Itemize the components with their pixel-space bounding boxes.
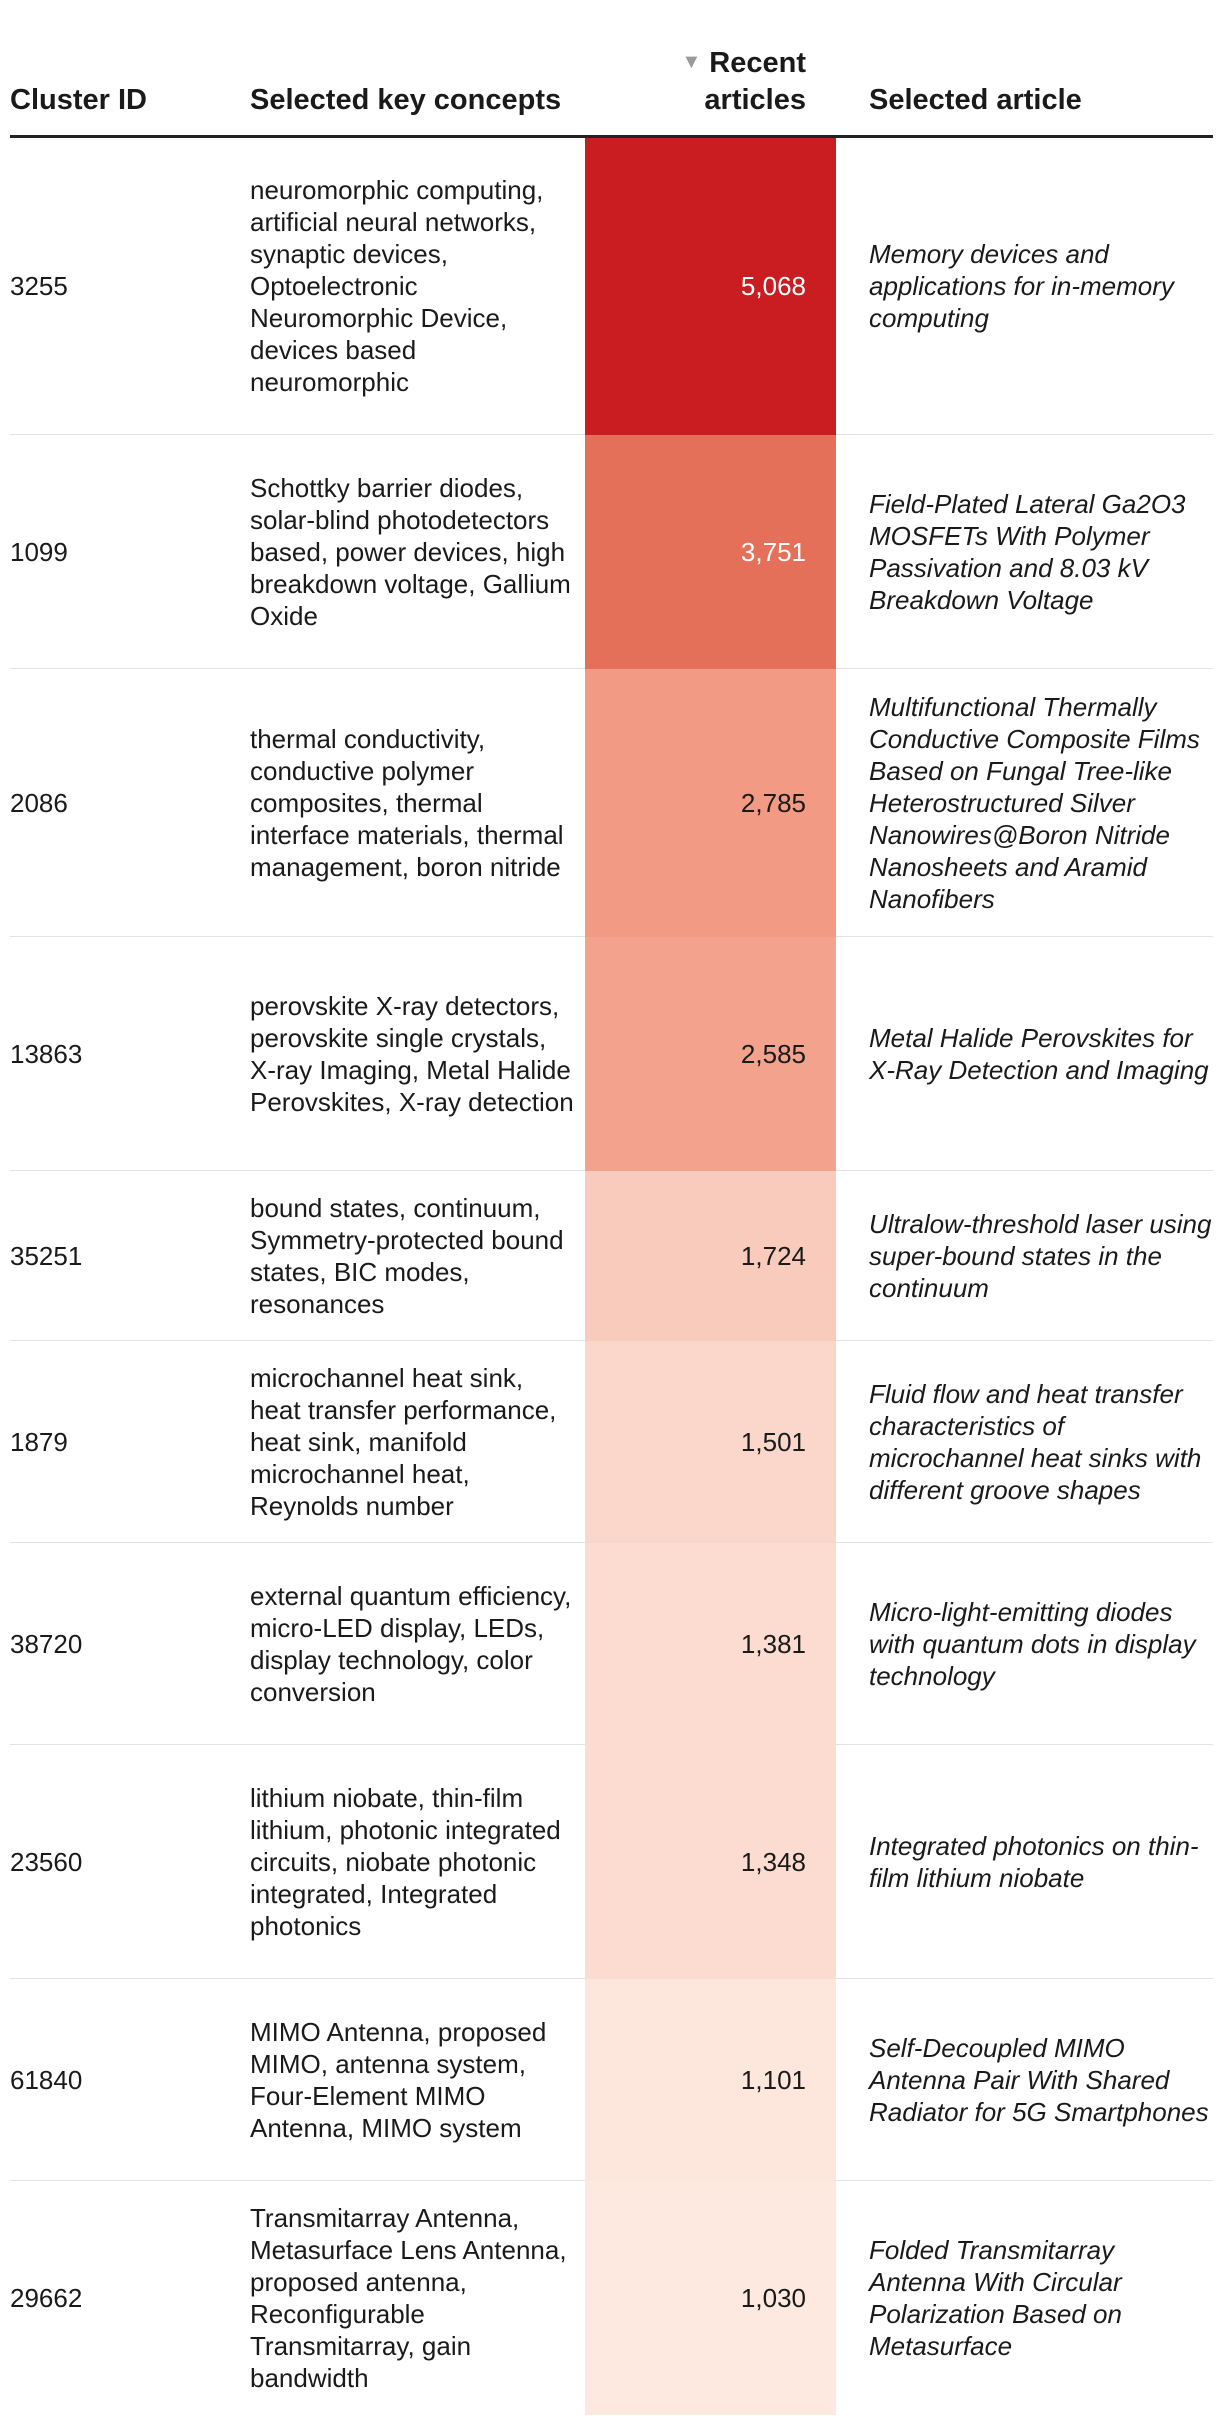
cluster-id-cell: 3255: [10, 136, 250, 435]
selected-article-cell: Folded Transmitarray Antenna With Circul…: [869, 2234, 1122, 2361]
selected-article-cell: Memory devices and applications for in-m…: [836, 136, 1213, 435]
header-row: Cluster ID Selected key concepts ▼ Recent…: [10, 30, 1213, 138]
selected-article-cell: Ultralow-threshold laser using super-bou…: [836, 1170, 1213, 1341]
sort-down-icon: ▼: [681, 51, 702, 73]
table-body: 3255 neuromorphic computing, artificial n…: [10, 136, 1213, 2415]
cluster-id-cell: 61840: [10, 1978, 250, 2181]
table-row: 1879 microchannel heat sink, heat transfe…: [10, 1340, 1213, 1543]
recent-articles-cell: 1,348: [585, 1744, 836, 1979]
recent-articles-cell: 2,585: [585, 936, 836, 1171]
key-concepts-cell: lithium niobate, thin-film lithium, phot…: [250, 1744, 585, 1979]
selected-article-cell: Metal Halide Perovskites for X-Ray Detec…: [836, 936, 1213, 1171]
cluster-id-cell: 13863: [10, 936, 250, 1171]
cluster-id-cell: 29662: [10, 2282, 83, 2313]
clusters-table: Cluster ID Selected key concepts ▼ Recent…: [10, 30, 1213, 2415]
cluster-id-cell: 35251: [10, 1170, 250, 1341]
recent-articles-cell: 1,724: [585, 1170, 836, 1341]
key-concepts-cell: thermal conductivity, conductive polymer…: [250, 668, 585, 937]
key-concepts-cell: microchannel heat sink, heat transfer pe…: [250, 1340, 585, 1543]
header-selected-article[interactable]: Selected article: [836, 30, 1213, 138]
key-concepts-cell: neuromorphic computing, artificial neura…: [250, 136, 585, 435]
recent-articles-cell: 1,381: [585, 1542, 836, 1745]
recent-articles-cell: 2,785: [585, 668, 836, 937]
selected-article-cell: Micro-light-emitting diodes with quantum…: [836, 1542, 1213, 1745]
recent-articles-cell: 1,030: [585, 2180, 836, 2415]
table-row: 3255 neuromorphic computing, artificial n…: [10, 136, 1213, 435]
key-concepts-cell: bound states, continuum, Symmetry-protec…: [250, 1170, 585, 1341]
cluster-id-cell: 2086: [10, 668, 250, 937]
selected-article-cell: Fluid flow and heat transfer characteris…: [836, 1340, 1213, 1543]
recent-articles-cell: 1,101: [585, 1978, 836, 2181]
table-row: 29662 Transmitarray Antenna, Metasurface …: [10, 2180, 1213, 2415]
cluster-id-cell: 38720: [10, 1542, 250, 1745]
cluster-id-cell: 1879: [10, 1340, 250, 1543]
recent-articles-cell: 1,501: [585, 1340, 836, 1543]
header-cluster-id[interactable]: Cluster ID: [10, 30, 250, 138]
key-concepts-cell: external quantum efficiency, micro-LED d…: [250, 1542, 585, 1745]
header-recent-articles-label: Recent articles: [704, 47, 806, 116]
header-key-concepts[interactable]: Selected key concepts: [250, 30, 585, 138]
key-concepts-cell: Transmitarray Antenna, Metasurface Lens …: [250, 2202, 567, 2393]
recent-articles-cell: 3,751: [585, 434, 836, 669]
table-row: 13863 perovskite X-ray detectors, perovsk…: [10, 936, 1213, 1171]
table-row: 1099 Schottky barrier diodes, solar-blind…: [10, 434, 1213, 669]
key-concepts-cell: Schottky barrier diodes, solar-blind pho…: [250, 434, 585, 669]
selected-article-cell: Field-Plated Lateral Ga2O3 MOSFETs With …: [836, 434, 1213, 669]
key-concepts-cell: perovskite X-ray detectors, perovskite s…: [250, 936, 585, 1171]
table-row: 61840 MIMO Antenna, proposed MIMO, antenn…: [10, 1978, 1213, 2181]
header-recent-articles[interactable]: ▼ Recent articles: [585, 30, 836, 138]
selected-article-cell: Multifunctional Thermally Conductive Com…: [836, 668, 1213, 937]
table-row: 35251 bound states, continuum, Symmetry-p…: [10, 1170, 1213, 1341]
table-row: 2086 thermal conductivity, conductive pol…: [10, 668, 1213, 937]
cluster-id-cell: 23560: [10, 1744, 250, 1979]
table-row: 38720 external quantum efficiency, micro-…: [10, 1542, 1213, 1745]
recent-articles-cell: 5,068: [585, 136, 836, 435]
cluster-id-cell: 1099: [10, 434, 250, 669]
table-row: 23560 lithium niobate, thin-film lithium,…: [10, 1744, 1213, 1979]
selected-article-cell: Self-Decoupled MIMO Antenna Pair With Sh…: [836, 1978, 1213, 2181]
selected-article-cell: Integrated photonics on thin-film lithiu…: [836, 1744, 1213, 1979]
key-concepts-cell: MIMO Antenna, proposed MIMO, antenna sys…: [250, 1978, 585, 2181]
